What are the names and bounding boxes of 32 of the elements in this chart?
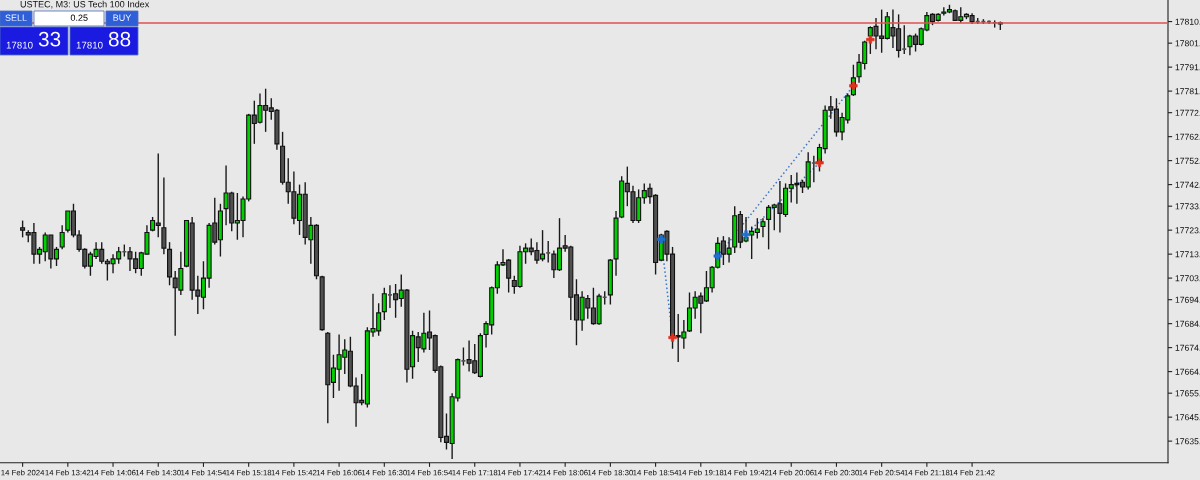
annotation: SELL <box>5 14 27 21</box>
candlestick <box>760 217 766 239</box>
y-tick-label: 17694. <box>1175 296 1200 303</box>
y-tick-label: 17674. <box>1175 344 1200 351</box>
annotation: BUY <box>113 14 132 21</box>
candlestick <box>681 319 687 350</box>
y-tick-label: 17801. <box>1175 40 1200 47</box>
y-tick-label: 17684. <box>1175 320 1200 327</box>
annotation: 17810 <box>6 41 33 49</box>
y-tick-label: 17713. <box>1175 251 1200 258</box>
y-tick-label: 17781. <box>1175 88 1200 95</box>
y-tick-label: 17645. <box>1175 414 1200 421</box>
y-tick-label: 17664. <box>1175 368 1200 375</box>
annotation: 33 <box>38 31 61 47</box>
annotation: 0.25 <box>70 14 88 21</box>
y-tick-label: 17791. <box>1175 64 1200 71</box>
y-tick-label: 17733. <box>1175 203 1200 210</box>
y-tick-label: 17742. <box>1175 181 1200 188</box>
y-tick-label: 17723. <box>1175 227 1200 234</box>
y-tick-label: 17762. <box>1175 133 1200 140</box>
y-tick-label: 17810. <box>1175 18 1200 25</box>
candlestick <box>381 286 387 321</box>
y-tick-label: 17703. <box>1175 275 1200 282</box>
y-tick-label: 17655. <box>1175 390 1200 397</box>
candlestick <box>59 224 65 251</box>
y-tick-label: 17635. <box>1175 438 1200 445</box>
y-tick-label: 17752. <box>1175 157 1200 164</box>
chart-title: USTEC, M3: US Tech 100 Index <box>20 0 150 9</box>
y-tick-label: 17772. <box>1175 109 1200 116</box>
candlestick <box>161 176 167 255</box>
annotation: 88 <box>108 31 131 47</box>
annotation: 17810 <box>76 41 103 49</box>
